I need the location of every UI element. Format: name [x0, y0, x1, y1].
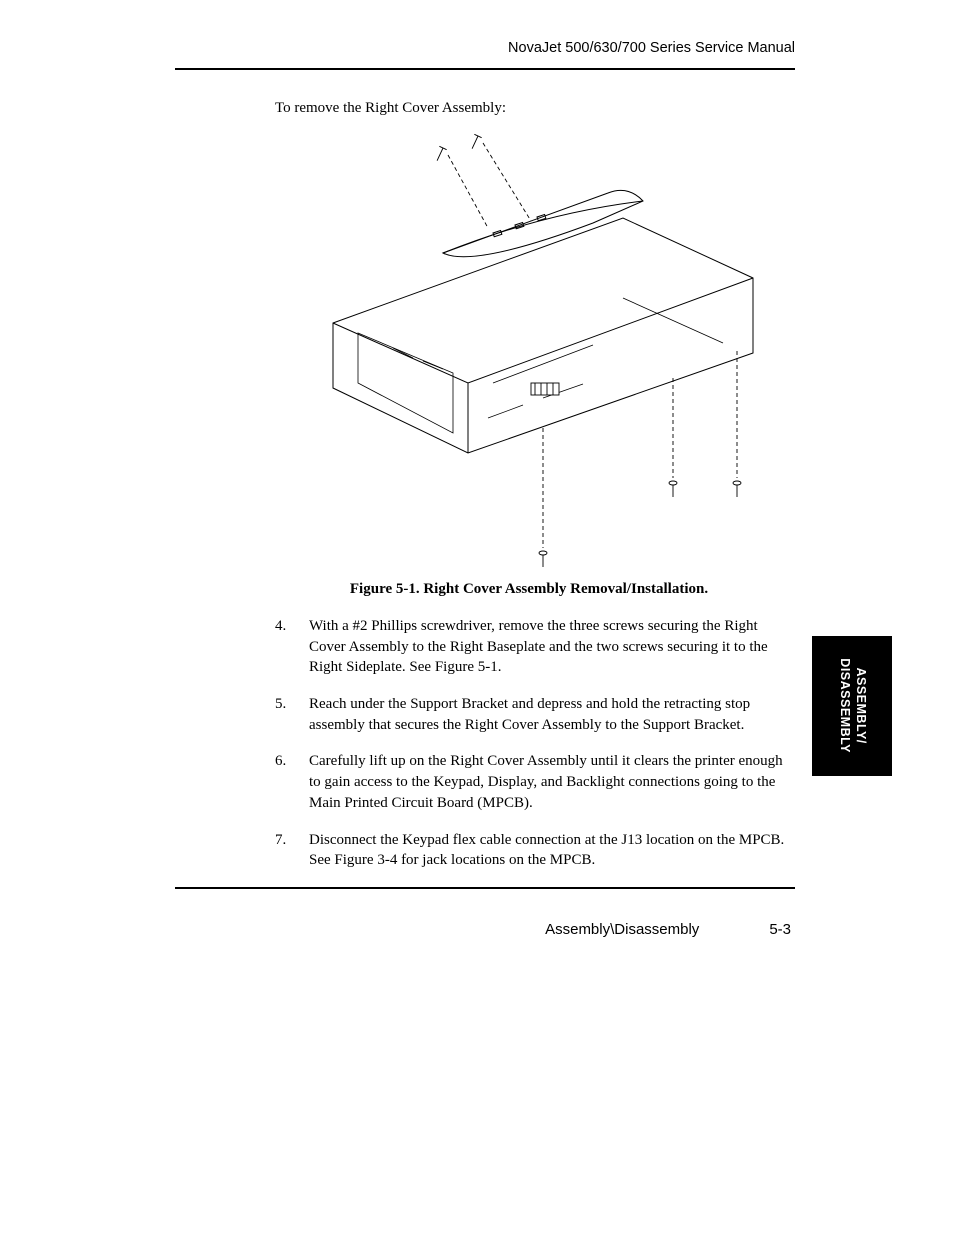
header-rule: [175, 68, 795, 70]
step-text: Reach under the Support Bracket and depr…: [309, 696, 750, 733]
procedure-steps: 4. With a #2 Phillips screwdriver, remov…: [275, 616, 795, 871]
step-item: 7. Disconnect the Keypad flex cable conn…: [275, 830, 795, 871]
step-number: 5.: [275, 694, 286, 715]
step-number: 6.: [275, 751, 286, 772]
tab-line-2: DISASSEMBLY: [838, 659, 852, 754]
footer-section: Assembly\Disassembly: [545, 921, 699, 938]
document-page: NovaJet 500/630/700 Series Service Manua…: [175, 40, 795, 938]
step-item: 6. Carefully lift up on the Right Cover …: [275, 751, 795, 813]
figure-illustration: [293, 133, 773, 573]
intro-text: To remove the Right Cover Assembly:: [275, 100, 795, 117]
step-number: 4.: [275, 616, 286, 637]
step-text: With a #2 Phillips screwdriver, remove t…: [309, 618, 768, 675]
tab-line-1: ASSEMBLY/: [854, 668, 868, 744]
step-item: 4. With a #2 Phillips screwdriver, remov…: [275, 616, 795, 678]
footer-rule: [175, 887, 795, 889]
section-tab: ASSEMBLY/ DISASSEMBLY: [812, 636, 892, 776]
step-number: 7.: [275, 830, 286, 851]
step-text: Disconnect the Keypad flex cable connect…: [309, 832, 784, 869]
page-footer: Assembly\Disassembly 5-3: [175, 921, 795, 938]
step-item: 5. Reach under the Support Bracket and d…: [275, 694, 795, 735]
page-header: NovaJet 500/630/700 Series Service Manua…: [175, 40, 795, 68]
figure-caption: Figure 5-1. Right Cover Assembly Removal…: [263, 581, 795, 598]
footer-page-number: 5-3: [769, 921, 791, 938]
step-text: Carefully lift up on the Right Cover Ass…: [309, 753, 783, 810]
